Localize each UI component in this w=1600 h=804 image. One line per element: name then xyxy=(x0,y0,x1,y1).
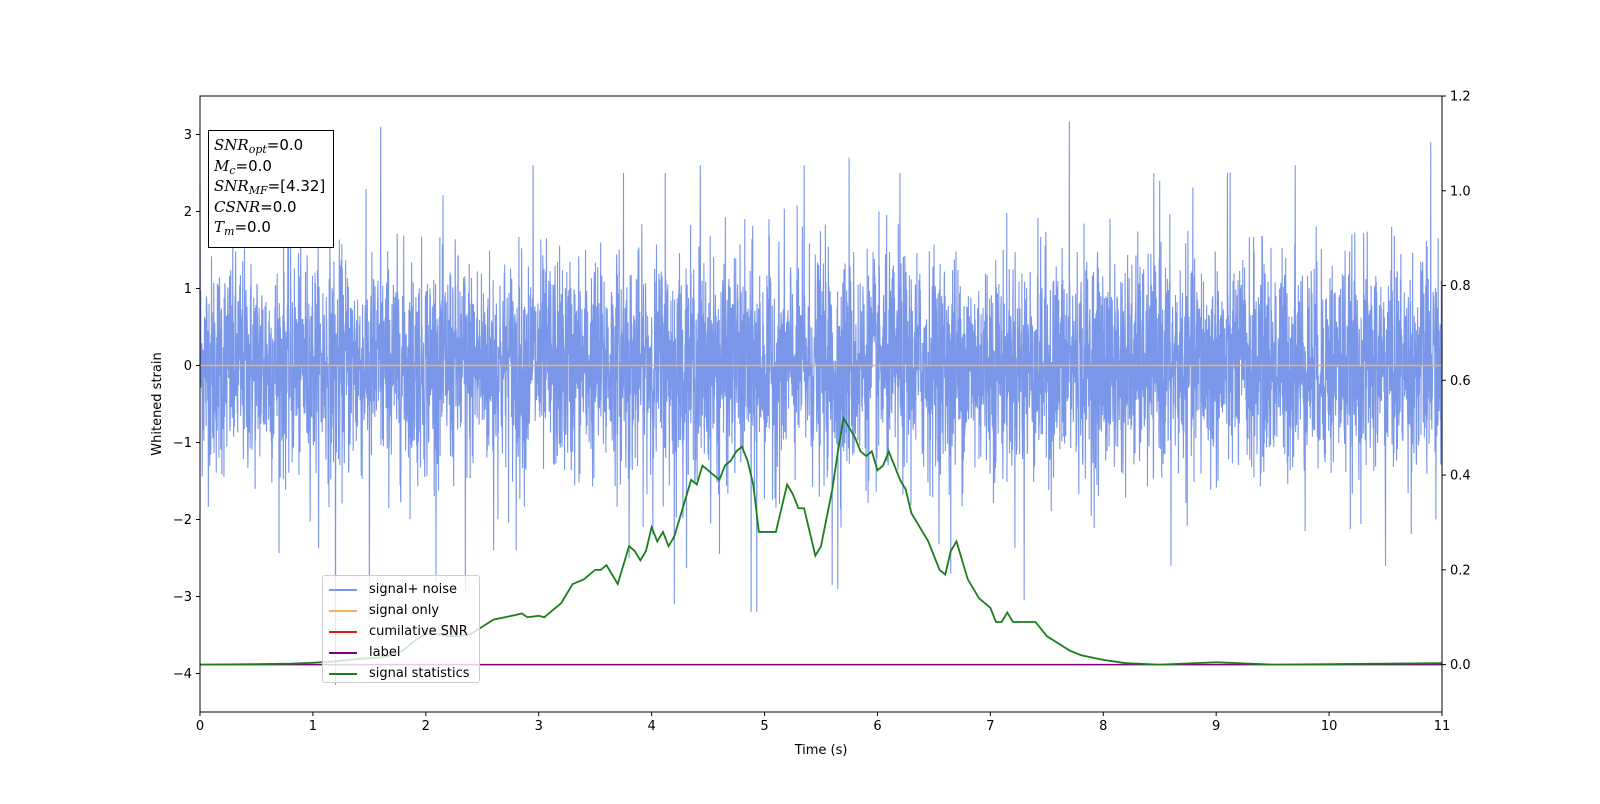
annotation-subscript: opt xyxy=(248,143,267,156)
y-tick-label: −1 xyxy=(173,436,192,451)
y2-tick-label: 0.6 xyxy=(1450,374,1471,389)
y-tick-label: 1 xyxy=(184,282,192,297)
y2-tick-label: 0.4 xyxy=(1450,469,1471,484)
annotation-subscript: m xyxy=(224,225,235,238)
legend-label: cumilative SNR xyxy=(369,624,468,639)
annotation-value: =0.0 xyxy=(234,218,271,236)
y-tick-label: −4 xyxy=(173,667,192,682)
legend-label: signal statistics xyxy=(369,666,470,681)
y2-tick-label: 0.0 xyxy=(1450,658,1471,673)
y-axis-label: Whitened strain xyxy=(150,352,165,455)
series-signal-statistics xyxy=(199,415,1443,666)
legend-swatch xyxy=(329,609,357,612)
stats-annotation-box: SNRopt=0.0 Mc=0.0 SNRMF=[4.32] CSNR=0.0 Tm=0… xyxy=(208,130,334,248)
series-signal-noise xyxy=(199,121,1443,686)
y2-tick-label: 0.8 xyxy=(1450,279,1471,294)
annotation-line: Mc=0.0 xyxy=(214,156,333,177)
legend-item: label xyxy=(329,642,473,663)
annotation-value: =0.0 xyxy=(266,136,304,154)
legend-label: signal only xyxy=(369,603,440,618)
legend-swatch xyxy=(329,672,357,675)
legend-item: cumilative SNR xyxy=(329,621,473,642)
legend-swatch xyxy=(329,630,357,633)
y2-tick-label: 1.2 xyxy=(1450,90,1471,105)
annotation-symbol: SNR xyxy=(214,136,249,154)
y-tick-label: −3 xyxy=(173,590,192,605)
x-tick-label: 7 xyxy=(986,719,994,734)
legend-label: signal+ noise xyxy=(369,582,458,597)
annotation-symbol: SNR xyxy=(214,177,249,195)
x-tick-label: 2 xyxy=(422,719,430,734)
legend-item: signal+ noise xyxy=(329,579,473,600)
annotation-symbol: M xyxy=(214,156,230,175)
y-axis-ticks: 3 2 1 0 −1 −2 −3 −4 xyxy=(173,128,200,682)
annotation-subscript: c xyxy=(229,163,236,177)
annotation-line: CSNR=0.0 xyxy=(214,197,333,218)
plot-frame xyxy=(199,95,1443,713)
x-tick-label: 3 xyxy=(535,719,543,734)
annotation-line: SNRMF=[4.32] xyxy=(214,176,333,197)
x-tick-label: 11 xyxy=(1434,719,1451,734)
x-tick-label: 0 xyxy=(196,719,204,734)
y2-tick-label: 1.0 xyxy=(1450,184,1471,199)
y-tick-label: −2 xyxy=(173,513,192,528)
annotation-line: Tm=0.0 xyxy=(214,217,333,238)
annotation-subscript: MF xyxy=(248,184,268,197)
y-tick-label: 2 xyxy=(184,205,192,220)
x-tick-label: 1 xyxy=(309,719,317,734)
x-tick-label: 10 xyxy=(1321,719,1338,734)
y-tick-label: 3 xyxy=(184,128,192,143)
x-tick-label: 9 xyxy=(1212,719,1220,734)
legend-swatch xyxy=(329,651,357,654)
legend-swatch xyxy=(329,588,357,591)
y2-axis-ticks: 1.2 1.0 0.8 0.6 0.4 0.2 0.0 xyxy=(1442,90,1471,673)
y2-tick-label: 0.2 xyxy=(1450,563,1471,578)
annotation-symbol: T xyxy=(214,218,225,236)
annotation-value: =0.0 xyxy=(235,156,272,175)
legend: signal+ noise signal only cumilative SNR la… xyxy=(322,575,480,683)
legend-item: signal only xyxy=(329,600,473,621)
noise-series-group xyxy=(199,121,1443,686)
x-axis-ticks: 0 1 2 3 4 5 6 7 8 9 10 11 xyxy=(196,712,1450,734)
x-tick-label: 6 xyxy=(873,719,881,734)
x-axis-label: Time (s) xyxy=(794,743,848,758)
x-tick-label: 4 xyxy=(647,719,655,734)
annotation-value: =0.0 xyxy=(260,197,297,216)
annotation-line: SNRopt=0.0 xyxy=(214,135,333,156)
annotation-symbol: CSNR xyxy=(214,197,261,216)
annotation-value: =[4.32] xyxy=(267,177,326,195)
legend-item: signal statistics xyxy=(329,663,473,684)
x-tick-label: 8 xyxy=(1099,719,1107,734)
x-tick-label: 5 xyxy=(760,719,768,734)
legend-label: label xyxy=(369,645,401,660)
y-tick-label: 0 xyxy=(184,359,192,374)
